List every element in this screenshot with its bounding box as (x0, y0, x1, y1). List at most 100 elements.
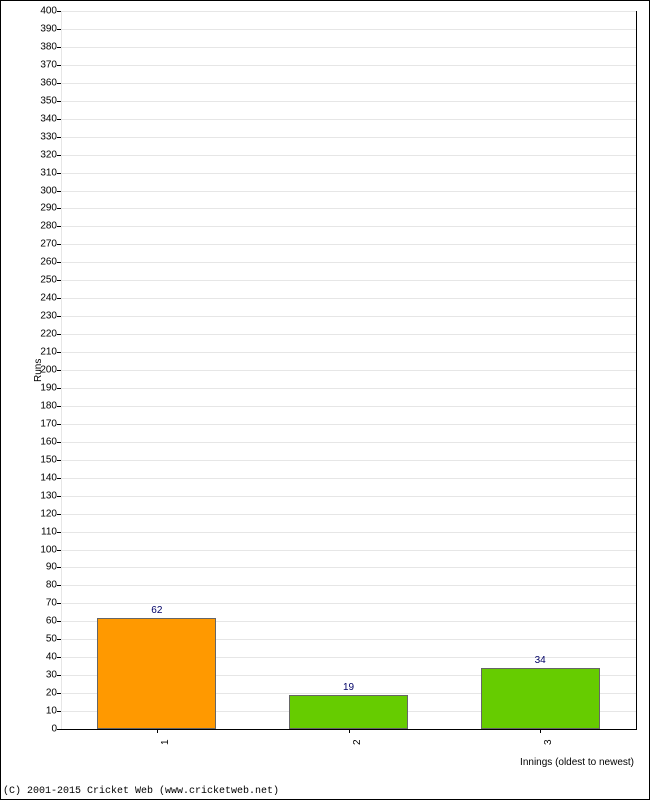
grid-line (61, 388, 636, 389)
bar (97, 618, 216, 729)
y-tick-mark (57, 334, 61, 335)
y-tick-label: 140 (40, 472, 57, 483)
y-tick-mark (57, 603, 61, 604)
x-axis-title: Innings (oldest to newest) (520, 757, 634, 768)
y-tick-label: 50 (46, 634, 57, 645)
grid-line (61, 585, 636, 586)
grid-line (61, 550, 636, 551)
y-tick-mark (57, 262, 61, 263)
grid-line (61, 316, 636, 317)
y-tick-mark (57, 550, 61, 551)
y-tick-mark (57, 711, 61, 712)
grid-line (61, 155, 636, 156)
y-tick-mark (57, 83, 61, 84)
y-tick-label: 40 (46, 652, 57, 663)
y-tick-label: 170 (40, 418, 57, 429)
y-tick-mark (57, 514, 61, 515)
grid-line (61, 137, 636, 138)
bar-value-label: 34 (535, 655, 546, 666)
y-tick-label: 100 (40, 544, 57, 555)
grid-line (61, 334, 636, 335)
bar-value-label: 19 (343, 682, 354, 693)
y-tick-label: 90 (46, 562, 57, 573)
y-tick-mark (57, 244, 61, 245)
grid-line (61, 496, 636, 497)
y-tick-label: 270 (40, 239, 57, 250)
y-tick-mark (57, 65, 61, 66)
bar (289, 695, 408, 729)
y-tick-label: 320 (40, 149, 57, 160)
grid-line (61, 514, 636, 515)
grid-line (61, 370, 636, 371)
y-tick-mark (57, 173, 61, 174)
y-tick-mark (57, 101, 61, 102)
y-tick-mark (57, 352, 61, 353)
grid-line (61, 119, 636, 120)
y-tick-mark (57, 119, 61, 120)
y-tick-mark (57, 47, 61, 48)
x-tick-mark (349, 729, 350, 733)
y-tick-mark (57, 226, 61, 227)
x-tick-label: 1 (160, 739, 171, 745)
y-tick-mark (57, 11, 61, 12)
grid-line (61, 11, 636, 12)
grid-line (61, 101, 636, 102)
y-tick-label: 380 (40, 41, 57, 52)
x-tick-mark (157, 729, 158, 733)
grid-line (61, 352, 636, 353)
y-tick-label: 400 (40, 6, 57, 17)
y-tick-mark (57, 693, 61, 694)
y-tick-mark (57, 316, 61, 317)
y-tick-label: 280 (40, 221, 57, 232)
y-tick-label: 330 (40, 131, 57, 142)
x-tick-label: 2 (352, 739, 363, 745)
y-tick-label: 200 (40, 365, 57, 376)
y-tick-label: 120 (40, 508, 57, 519)
y-tick-label: 130 (40, 490, 57, 501)
copyright-text: (C) 2001-2015 Cricket Web (www.cricketwe… (3, 786, 279, 797)
x-tick-label: 3 (543, 739, 554, 745)
grid-line (61, 65, 636, 66)
y-tick-label: 160 (40, 436, 57, 447)
bar (481, 668, 600, 729)
y-tick-label: 250 (40, 275, 57, 286)
y-tick-mark (57, 29, 61, 30)
grid-line (61, 567, 636, 568)
y-tick-label: 150 (40, 454, 57, 465)
y-tick-label: 240 (40, 293, 57, 304)
y-tick-mark (57, 208, 61, 209)
grid-line (61, 226, 636, 227)
y-tick-label: 210 (40, 347, 57, 358)
y-tick-label: 260 (40, 257, 57, 268)
y-tick-label: 350 (40, 95, 57, 106)
y-tick-mark (57, 388, 61, 389)
y-tick-mark (57, 137, 61, 138)
grid-line (61, 442, 636, 443)
grid-line (61, 280, 636, 281)
y-tick-mark (57, 460, 61, 461)
y-tick-mark (57, 478, 61, 479)
y-tick-mark (57, 424, 61, 425)
grid-line (61, 603, 636, 604)
y-tick-label: 70 (46, 598, 57, 609)
y-tick-label: 80 (46, 580, 57, 591)
y-tick-mark (57, 567, 61, 568)
y-tick-label: 300 (40, 185, 57, 196)
y-tick-mark (57, 298, 61, 299)
y-tick-mark (57, 675, 61, 676)
grid-line (61, 424, 636, 425)
y-tick-mark (57, 657, 61, 658)
grid-line (61, 262, 636, 263)
y-tick-label: 190 (40, 382, 57, 393)
y-tick-label: 310 (40, 167, 57, 178)
y-tick-label: 20 (46, 688, 57, 699)
y-tick-label: 290 (40, 203, 57, 214)
y-tick-mark (57, 155, 61, 156)
grid-line (61, 406, 636, 407)
bar-value-label: 62 (151, 605, 162, 616)
y-tick-label: 230 (40, 311, 57, 322)
grid-line (61, 83, 636, 84)
y-tick-mark (57, 729, 61, 730)
y-tick-mark (57, 406, 61, 407)
y-tick-label: 370 (40, 59, 57, 70)
